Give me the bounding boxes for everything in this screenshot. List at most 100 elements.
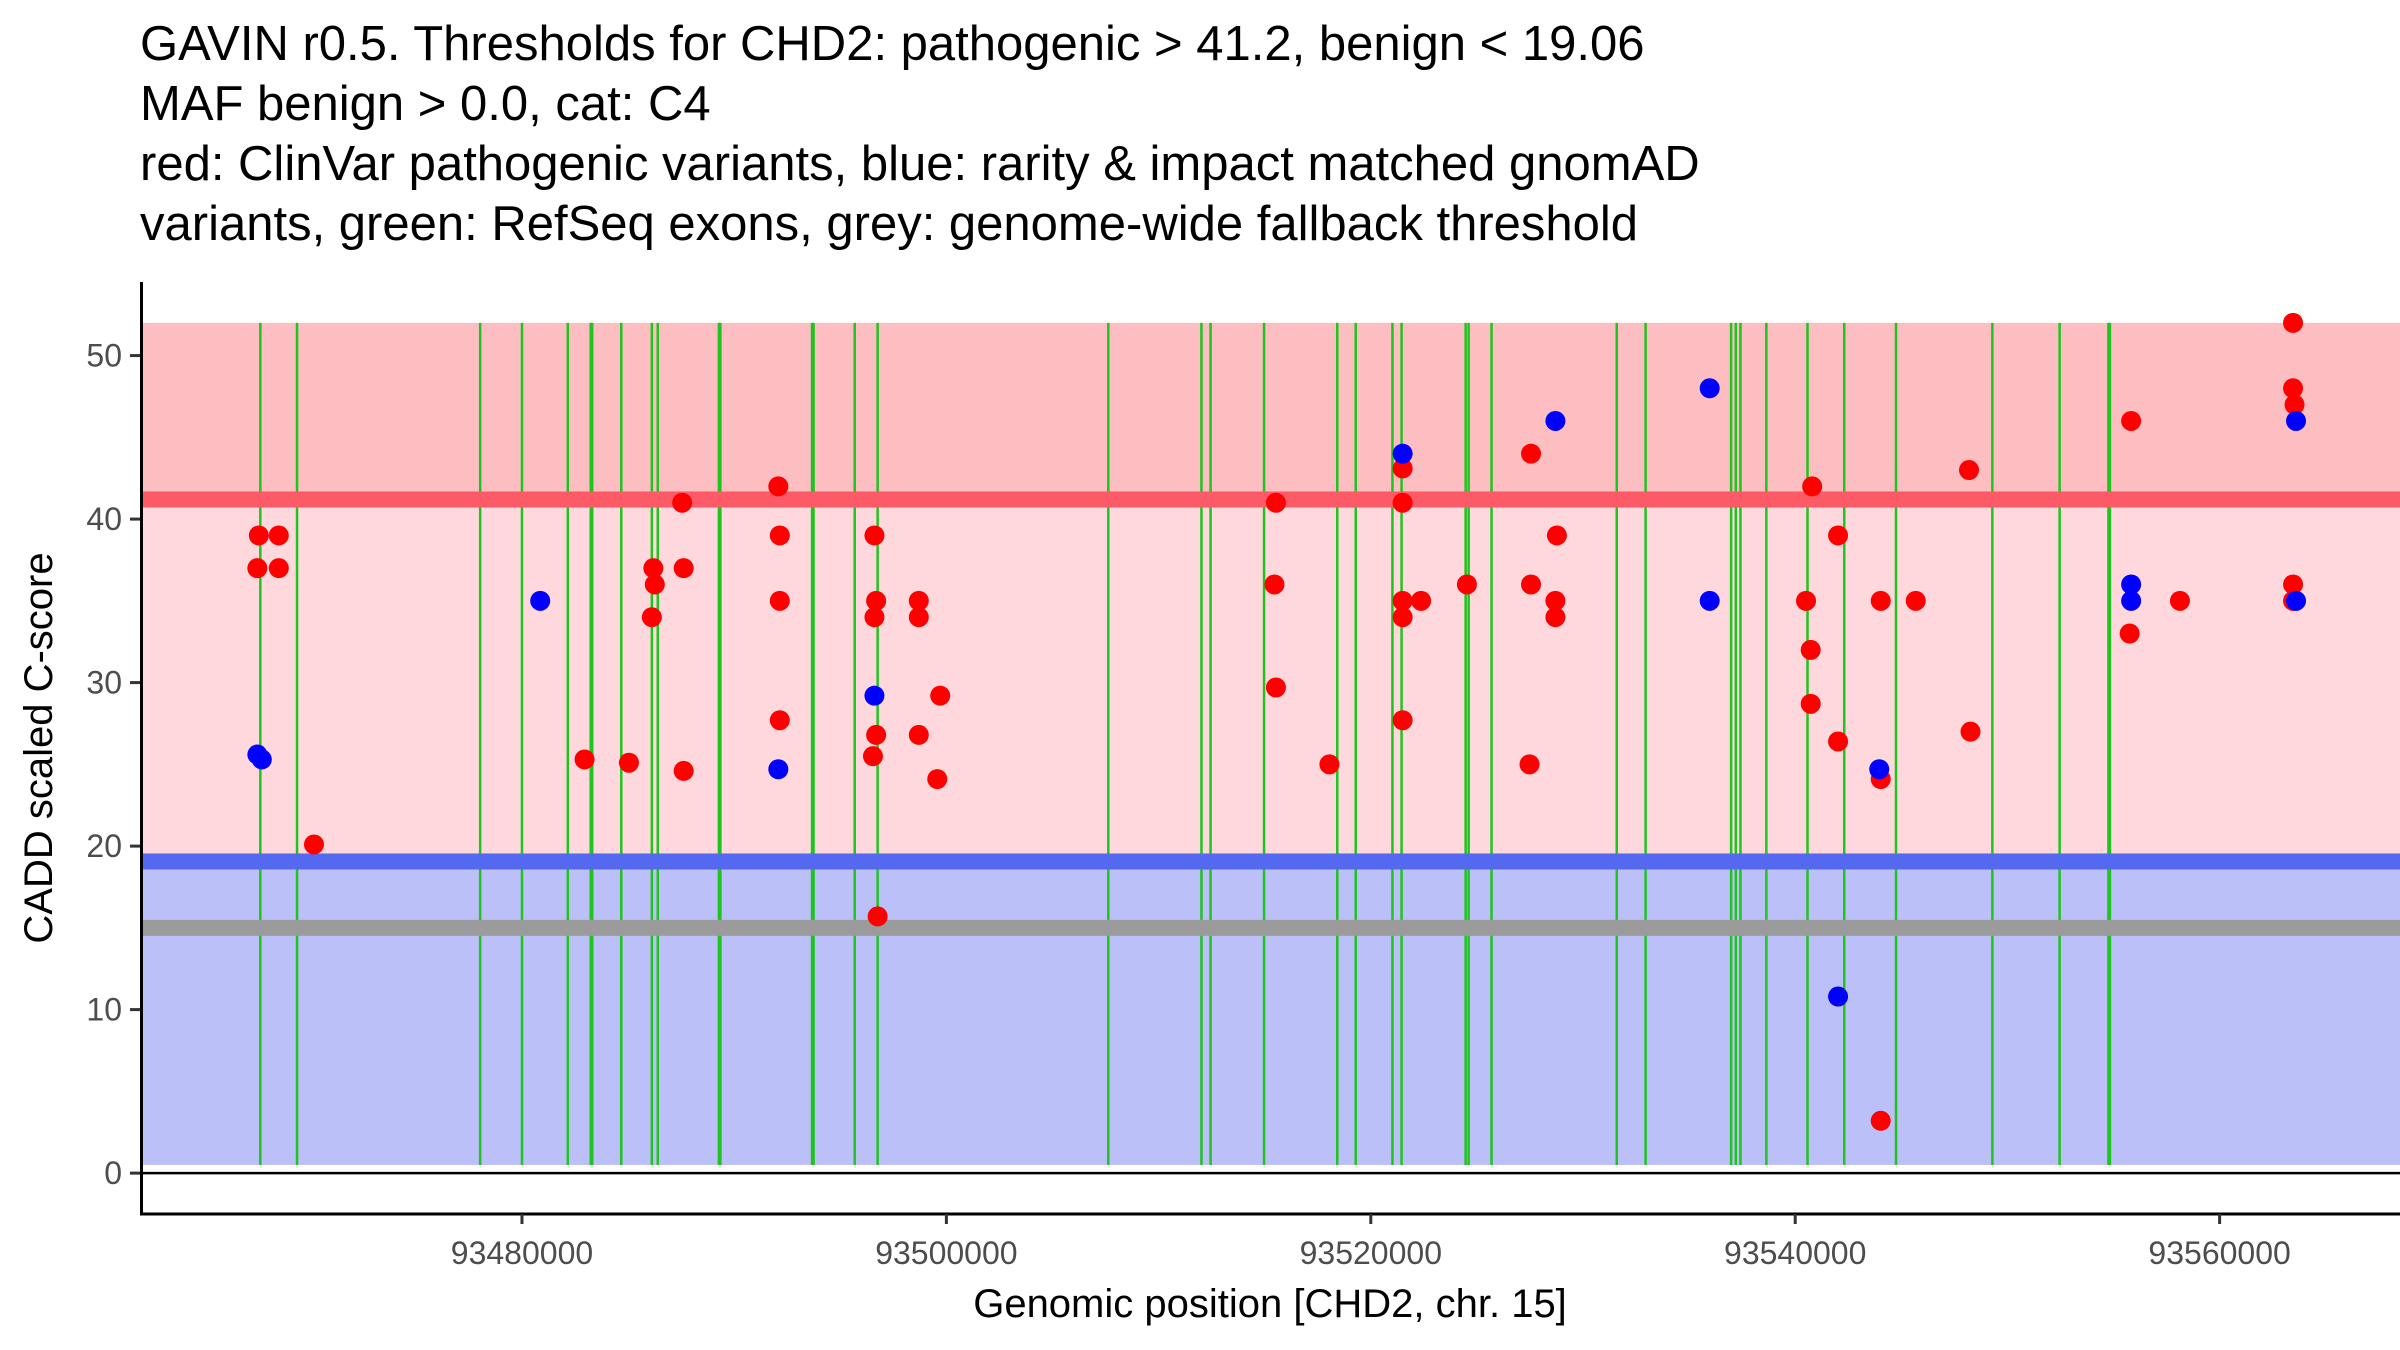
clinvar-point <box>2284 394 2305 415</box>
clinvar-point <box>866 590 887 611</box>
clinvar-point <box>2283 312 2304 333</box>
clinvar-point <box>1905 590 1926 611</box>
clinvar-point <box>618 752 639 773</box>
clinvar-point <box>1796 590 1817 611</box>
y-tick-label: 40 <box>86 501 122 537</box>
chart-title: GAVIN r0.5. Thresholds for CHD2: pathoge… <box>140 14 1700 254</box>
clinvar-point <box>1265 492 1286 513</box>
clinvar-point <box>2283 574 2304 595</box>
clinvar-point <box>769 710 790 731</box>
gnomad-point <box>1869 759 1890 780</box>
clinvar-point <box>1392 492 1413 513</box>
x-axis-title: Genomic position [CHD2, chr. 15] <box>973 1282 1567 1326</box>
benign-band <box>143 861 2400 1165</box>
clinvar-point <box>248 525 269 546</box>
gnomad-point <box>2286 590 2307 611</box>
clinvar-point <box>930 685 951 706</box>
clinvar-point <box>908 590 929 611</box>
x-tick-label: 93500000 <box>875 1235 1017 1271</box>
threshold-lines <box>143 491 2400 936</box>
gnomad-point <box>2121 590 2142 611</box>
clinvar-point <box>862 746 883 767</box>
exon-lines <box>259 322 2112 1165</box>
clinvar-point <box>1265 677 1286 698</box>
clinvar-point <box>1545 590 1566 611</box>
gnomad-point <box>768 759 789 780</box>
clinvar-point <box>866 724 887 745</box>
y-ticks: 0 10 20 30 40 50 <box>86 338 140 1191</box>
y-tick-label: 30 <box>86 665 122 701</box>
threshold-bands <box>143 322 2400 1165</box>
clinvar-point <box>908 724 929 745</box>
clinvar-point <box>672 492 693 513</box>
clinvar-point <box>1870 1110 1891 1131</box>
clinvar-point <box>1319 754 1340 775</box>
gnomad-point <box>1545 410 1566 431</box>
clinvar-point <box>247 558 268 579</box>
clinvar-point <box>1802 476 1823 497</box>
gnomad-point <box>1392 443 1413 464</box>
clinvar-point <box>1264 574 1285 595</box>
clinvar-point <box>1960 721 1981 742</box>
x-ticks: 93480000 93500000 93520000 93540000 93560000 <box>451 1214 2291 1271</box>
y-axis-title: CADD scaled C-score <box>17 552 61 943</box>
data-points <box>247 312 2307 1131</box>
clinvar-point <box>1521 443 1542 464</box>
clinvar-point <box>1519 754 1540 775</box>
clinvar-point <box>643 558 664 579</box>
clinvar-point <box>673 558 694 579</box>
clinvar-point <box>769 590 790 611</box>
clinvar-point <box>1392 590 1413 611</box>
clinvar-point <box>1411 590 1432 611</box>
y-tick-label: 20 <box>86 828 122 864</box>
title-line-2: MAF benign > 0.0, cat: C4 <box>140 77 711 131</box>
clinvar-point <box>1456 574 1477 595</box>
clinvar-point <box>1392 458 1413 479</box>
clinvar-point <box>1545 607 1566 628</box>
pathogenic-band <box>143 322 2400 500</box>
clinvar-point <box>864 525 885 546</box>
clinvar-point <box>1546 525 1567 546</box>
gnomad-point <box>2286 410 2307 431</box>
clinvar-point <box>641 607 662 628</box>
clinvar-point <box>304 834 325 855</box>
clinvar-point <box>2169 590 2190 611</box>
gnomad-point <box>1699 378 1720 399</box>
clinvar-point <box>644 574 665 595</box>
clinvar-point <box>1800 639 1821 660</box>
clinvar-point <box>1828 731 1849 752</box>
y-tick-label: 50 <box>86 338 122 374</box>
clinvar-point <box>2283 378 2304 399</box>
clinvar-point <box>1521 574 1542 595</box>
title-line-4: variants, green: RefSeq exons, grey: gen… <box>140 197 1639 251</box>
fallback-threshold-line <box>143 919 2400 936</box>
clinvar-point <box>927 769 948 790</box>
clinvar-point <box>268 525 289 546</box>
x-tick-label: 93560000 <box>2148 1235 2290 1271</box>
clinvar-point <box>1800 693 1821 714</box>
clinvar-point <box>1870 590 1891 611</box>
y-tick-label: 0 <box>104 1155 122 1191</box>
x-tick-label: 93520000 <box>1300 1235 1442 1271</box>
clinvar-point <box>268 558 289 579</box>
clinvar-point <box>2119 623 2140 644</box>
gnomad-point <box>2121 574 2142 595</box>
clinvar-point <box>867 906 888 927</box>
clinvar-point <box>908 607 929 628</box>
x-tick-label: 93540000 <box>1724 1235 1866 1271</box>
title-line-3: red: ClinVar pathogenic variants, blue: … <box>140 137 1700 191</box>
benign-threshold-line <box>143 853 2400 870</box>
gnomad-point <box>1699 590 1720 611</box>
x-tick-label: 93480000 <box>451 1235 593 1271</box>
clinvar-point <box>2121 410 2142 431</box>
y-tick-label: 10 <box>86 992 122 1028</box>
clinvar-point <box>1392 710 1413 731</box>
clinvar-point <box>1828 525 1849 546</box>
gnomad-point <box>1828 986 1849 1007</box>
gnomad-point <box>864 685 885 706</box>
clinvar-point <box>864 607 885 628</box>
title-line-1: GAVIN r0.5. Thresholds for CHD2: pathoge… <box>140 17 1645 71</box>
clinvar-point <box>673 760 694 781</box>
axes <box>140 282 2400 1216</box>
